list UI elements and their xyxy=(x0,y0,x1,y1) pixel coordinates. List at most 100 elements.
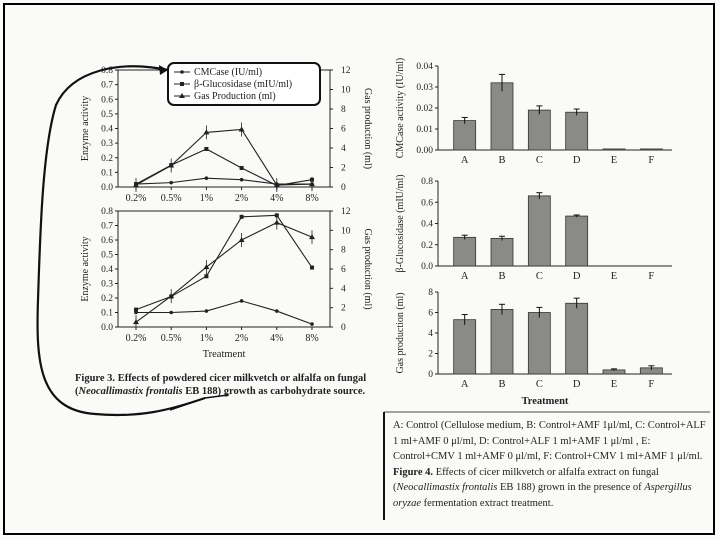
bar-A xyxy=(453,319,477,375)
x-tick-label: 8% xyxy=(305,333,318,344)
y-tick-label: 0.4 xyxy=(101,125,113,135)
y-tick-label: 0.8 xyxy=(101,207,113,217)
y-axis-title: CMCase activity (IU/ml) xyxy=(395,58,406,159)
figure-3-panel-1: 0.0 0.1 0.2 0.3 0.4 0.5 0.6 0.7 0.8 0 2 4 6 8 10 12 0.2%… xyxy=(80,62,373,204)
y-tick-label: 0.03 xyxy=(416,83,433,93)
x-tick-label: D xyxy=(573,379,581,390)
figure-4-caption-tail: fermentation extract treatment. xyxy=(421,497,554,509)
figure-4-caption: A: Control (Cellulose medium, B: Control… xyxy=(393,418,711,511)
y2-axis-title: Gas production (ml) xyxy=(362,228,373,309)
glucosidase-point xyxy=(239,214,244,219)
y2-tick-label: 10 xyxy=(341,86,351,96)
y2-tick-label: 2 xyxy=(341,304,346,314)
y-tick-label: 0.6 xyxy=(101,236,113,246)
y-tick-label: 2 xyxy=(428,350,433,360)
cmcase-point xyxy=(275,309,279,313)
figure-4-panel-gas: 0 2 4 6 8 Gas production (ml) A B C D E F Treatment xyxy=(395,288,672,407)
annotation-underline xyxy=(169,394,229,411)
legend-marker xyxy=(179,93,185,98)
y-axis-title: Enzyme activity xyxy=(80,236,91,301)
cmcase-point xyxy=(204,309,209,313)
x-tick-label: 8% xyxy=(305,193,318,204)
y2-tick-label: 8 xyxy=(341,246,346,256)
glucosidase-point xyxy=(204,146,209,151)
bar-A xyxy=(453,236,477,267)
y-tick-label: 0.0 xyxy=(101,323,113,333)
y-tick-label: 0.5 xyxy=(101,251,113,261)
y2-tick-label: 0 xyxy=(341,323,346,333)
x-tick-label: B xyxy=(498,155,505,166)
x-tick-label: A xyxy=(461,155,469,166)
y2-tick-label: 10 xyxy=(341,226,351,236)
legend-label: Gas Production (ml) xyxy=(194,91,276,102)
y2-tick-label: 0 xyxy=(341,183,346,193)
bar-A xyxy=(453,120,477,151)
x-tick-label: E xyxy=(611,379,617,390)
figure-4-panel-glucosidase: 0.0 0.2 0.4 0.6 0.8 β-Glucosidase (mIU/ml) A B C… xyxy=(395,174,672,282)
x-tick-label: F xyxy=(648,271,654,282)
bar-D xyxy=(565,111,589,151)
annotation-arrow-head xyxy=(159,65,168,75)
figure-4-treatment-legend: A: Control (Cellulose medium, B: Control… xyxy=(393,420,706,462)
x-tick-label: A xyxy=(461,271,469,282)
x-tick-label: A xyxy=(461,379,469,390)
legend-label: CMCase (IU/ml) xyxy=(194,67,262,78)
figure-3-panel-2: 0.0 0.1 0.2 0.3 0.4 0.5 0.6 0.7 0.8 0 2 4 6 8 10 12 0.2%… xyxy=(80,207,373,360)
bar-E xyxy=(602,148,626,151)
cmcase-point xyxy=(169,180,173,185)
x-tick-label: E xyxy=(611,271,617,282)
y-tick-label: 0.2 xyxy=(101,294,113,304)
x-tick-label: C xyxy=(536,155,543,166)
legend-marker xyxy=(180,82,184,86)
x-tick-label: 1% xyxy=(200,333,213,344)
y-tick-label: 0.3 xyxy=(101,139,113,149)
x-tick-label: 0.5% xyxy=(161,333,182,344)
x-tick-label: F xyxy=(648,379,654,390)
y-tick-label: 0.04 xyxy=(416,62,433,72)
series-line-1 xyxy=(136,300,313,325)
glucosidase-point xyxy=(274,213,279,218)
y-tick-label: 0.8 xyxy=(101,66,113,76)
y-tick-label: 0.01 xyxy=(416,125,433,135)
y-tick-label: 0.1 xyxy=(101,168,113,178)
bar-B xyxy=(490,82,514,151)
x-tick-label: 1% xyxy=(200,193,213,204)
x-tick-label: 0.2% xyxy=(126,333,147,344)
bar-F xyxy=(639,148,663,151)
cmcase-point xyxy=(239,177,244,182)
y-tick-label: 0.3 xyxy=(101,280,113,290)
x-tick-label: B xyxy=(498,271,505,282)
x-tick-label: D xyxy=(573,271,581,282)
series-line-2 xyxy=(135,214,313,311)
y-tick-label: 0.6 xyxy=(101,95,113,105)
glucosidase-point xyxy=(239,165,244,170)
x-tick-label: E xyxy=(611,155,617,166)
x-tick-label: B xyxy=(498,379,505,390)
y2-tick-label: 4 xyxy=(341,284,346,294)
y2-axis-title: Gas production (ml) xyxy=(362,88,373,169)
y-tick-label: 0.0 xyxy=(101,183,113,193)
y-axis-title: Enzyme activity xyxy=(80,96,91,161)
figure-3-legend: CMCase (IU/ml)β-Glucosidase (mIU/ml)Gas … xyxy=(167,62,321,106)
series-line-3 xyxy=(135,221,313,323)
cmcase-point xyxy=(310,322,314,326)
x-tick-label: 0.2% xyxy=(126,193,147,204)
y-tick-label: 0.7 xyxy=(101,81,113,91)
y-tick-label: 0.8 xyxy=(421,177,433,187)
x-tick-label: 4% xyxy=(270,193,283,204)
y-tick-label: 0.1 xyxy=(101,309,113,319)
figure-4-caption-label: Figure 4. xyxy=(393,466,434,478)
y-tick-label: 0.0 xyxy=(421,262,433,272)
y-tick-label: 0.2 xyxy=(421,241,433,251)
x-tick-label: 0.5% xyxy=(161,193,182,204)
annotation-arrow-curve xyxy=(36,65,206,417)
x-tick-label: 2% xyxy=(235,333,248,344)
y2-tick-label: 6 xyxy=(341,125,346,135)
glucosidase-point xyxy=(204,274,209,279)
y-tick-label: 0.5 xyxy=(101,110,113,120)
figure-3-caption: Figure 3. Effects of powdered cicer milk… xyxy=(75,372,385,398)
y2-tick-label: 12 xyxy=(341,207,351,217)
x-tick-label: C xyxy=(536,379,543,390)
